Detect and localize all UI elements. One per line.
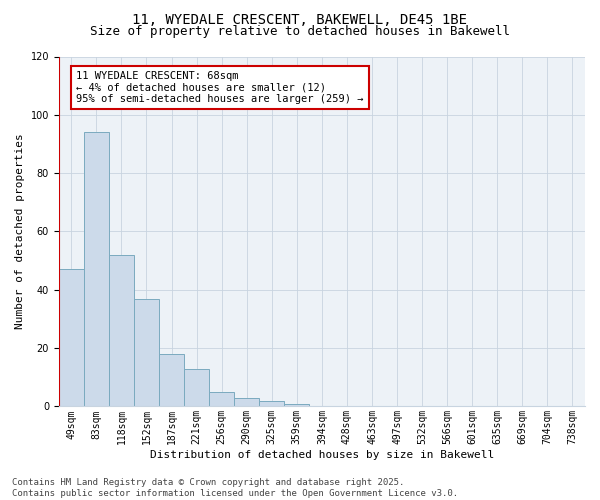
Text: 11 WYEDALE CRESCENT: 68sqm
← 4% of detached houses are smaller (12)
95% of semi-: 11 WYEDALE CRESCENT: 68sqm ← 4% of detac… xyxy=(76,71,364,104)
Text: 11, WYEDALE CRESCENT, BAKEWELL, DE45 1BE: 11, WYEDALE CRESCENT, BAKEWELL, DE45 1BE xyxy=(133,12,467,26)
Bar xyxy=(159,354,184,406)
Bar xyxy=(134,298,159,406)
Bar xyxy=(259,400,284,406)
Y-axis label: Number of detached properties: Number of detached properties xyxy=(15,134,25,330)
Bar xyxy=(109,255,134,406)
Bar xyxy=(284,404,310,406)
Bar xyxy=(84,132,109,406)
Bar xyxy=(184,368,209,406)
Bar xyxy=(59,270,84,406)
X-axis label: Distribution of detached houses by size in Bakewell: Distribution of detached houses by size … xyxy=(150,450,494,460)
Bar xyxy=(209,392,234,406)
Text: Contains HM Land Registry data © Crown copyright and database right 2025.
Contai: Contains HM Land Registry data © Crown c… xyxy=(12,478,458,498)
Text: Size of property relative to detached houses in Bakewell: Size of property relative to detached ho… xyxy=(90,25,510,38)
Bar xyxy=(234,398,259,406)
